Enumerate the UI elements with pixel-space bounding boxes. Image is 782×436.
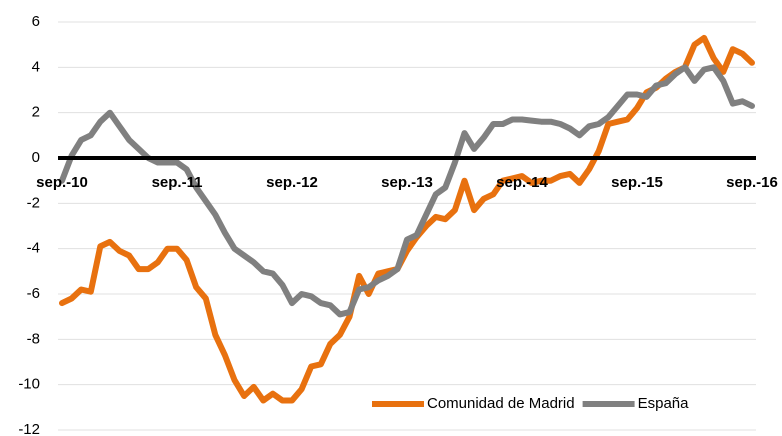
y-tick-label: -6 — [27, 285, 40, 302]
y-tick-label: -2 — [27, 194, 40, 211]
y-tick-label: -12 — [18, 421, 40, 436]
x-tick-label: sep.-11 — [152, 174, 203, 191]
x-tick-label: sep.-12 — [266, 174, 318, 191]
y-tick-label: -8 — [27, 330, 40, 347]
x-tick-label: sep.-16 — [726, 174, 778, 191]
legend-label: España — [638, 395, 690, 412]
y-tick-label: -4 — [27, 240, 40, 257]
y-tick-label: 2 — [32, 104, 40, 121]
series-line — [59, 34, 755, 404]
y-tick-label: -10 — [18, 376, 40, 393]
y-tick-label: 0 — [32, 149, 40, 166]
y-tick-label: 4 — [32, 58, 40, 75]
x-tick-label: sep.-15 — [611, 174, 663, 191]
x-tick-label: sep.-14 — [496, 174, 548, 191]
x-tick-label: sep.-13 — [381, 174, 433, 191]
y-tick-label: 6 — [32, 13, 40, 30]
x-tick-label: sep.-10 — [36, 174, 88, 191]
legend-label: Comunidad de Madrid — [427, 395, 575, 412]
series-line — [59, 64, 755, 318]
